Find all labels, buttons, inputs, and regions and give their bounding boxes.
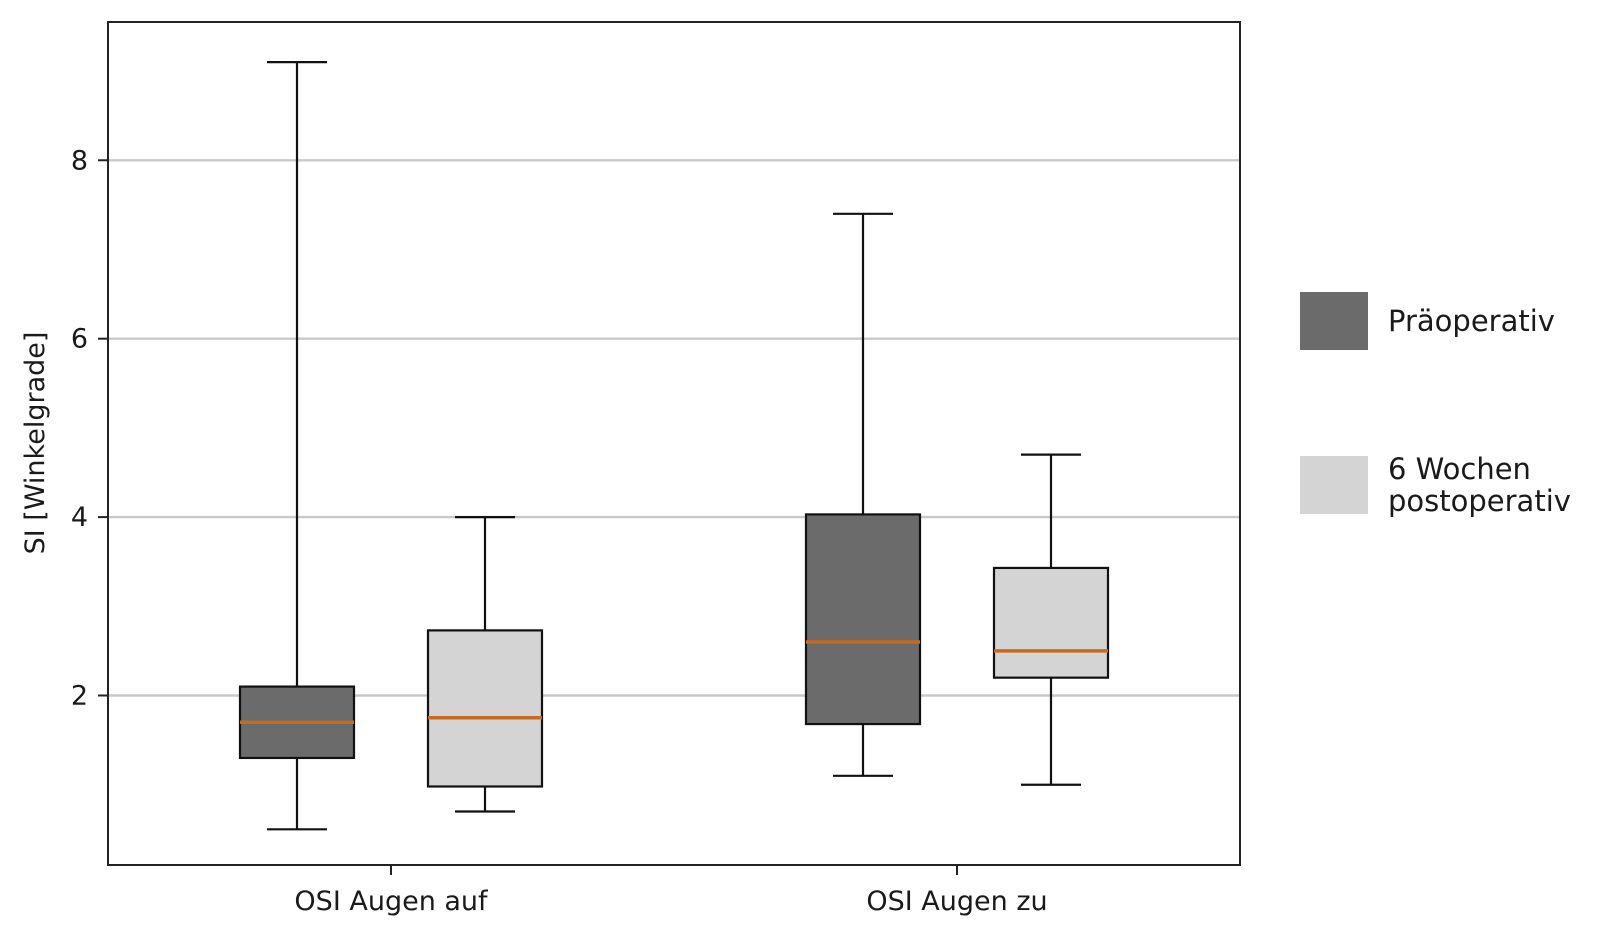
x-tick-label: OSI Augen zu (866, 886, 1047, 917)
box (992, 566, 1110, 679)
box-group (426, 515, 544, 813)
axis-ticks: 2 4 6 8 OSI Augen auf OSI Augen zu (71, 145, 1048, 917)
y-tick-label: 6 (71, 324, 88, 355)
y-tick-label: 8 (71, 145, 88, 176)
x-tick-label: OSI Augen auf (294, 886, 489, 917)
legend-swatch (1300, 456, 1368, 514)
legend-label: 6 Wochen (1388, 452, 1531, 486)
legend-item: Präoperativ (1300, 292, 1555, 350)
plot-frame (107, 21, 1241, 866)
legend-swatch (1300, 292, 1368, 350)
box-group (238, 61, 356, 831)
legend-label: Präoperativ (1388, 304, 1555, 338)
box-plot-area (238, 61, 1110, 831)
y-tick-label: 2 (71, 681, 88, 712)
y-axis-label: SI [Winkelgrade] (20, 332, 51, 555)
box-group (992, 453, 1110, 786)
y-tick-label: 4 (71, 502, 88, 533)
box-group (804, 212, 922, 777)
box (804, 513, 922, 726)
legend-label: postoperativ (1388, 484, 1571, 518)
box (426, 629, 544, 788)
